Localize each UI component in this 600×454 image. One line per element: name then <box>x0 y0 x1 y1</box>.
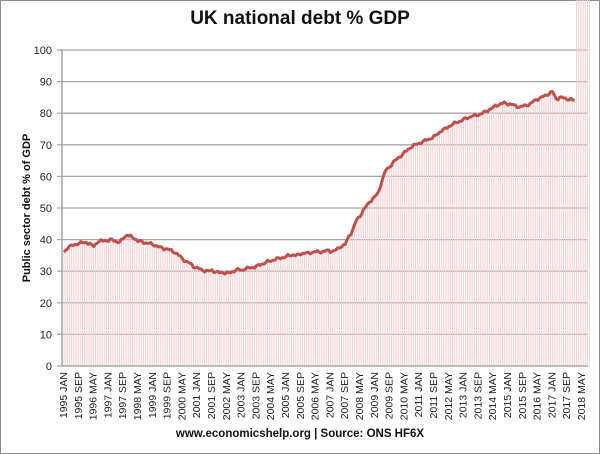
x-tick-label: 2004 MAY <box>265 372 277 420</box>
x-tick-label: 2002 MAY <box>221 372 233 420</box>
chart-title: UK national debt % GDP <box>190 8 410 29</box>
x-tick-label: 1996 MAY <box>88 372 100 420</box>
x-tick-label: 2011 SEP <box>428 372 440 419</box>
x-tick-label: 1999 SEP <box>162 372 174 419</box>
x-tick-label: 2014 MAY <box>487 372 499 420</box>
x-tick-label: 1997 JAN <box>102 372 114 418</box>
y-tick-label: 30 <box>40 266 52 278</box>
y-axis-ticks: 0 10 20 30 40 50 60 70 80 90 100 <box>34 45 62 373</box>
x-tick-label: 2001 JAN <box>191 372 203 418</box>
x-tick-label: 2006 MAY <box>310 372 322 420</box>
x-tick-label: 2017 SEP <box>561 372 573 419</box>
x-tick-label: 2007 JAN <box>324 372 336 418</box>
x-tick-label: 2013 JAN <box>458 372 470 418</box>
x-tick-label: 2011 JAN <box>413 372 425 417</box>
x-tick-label: 2005 JAN <box>280 372 292 418</box>
x-tick-label: 2003 JAN <box>236 372 248 418</box>
x-tick-label: 2017 JAN <box>546 372 558 418</box>
y-tick-label: 100 <box>34 45 52 57</box>
x-tick-label: 1998 MAY <box>132 372 144 420</box>
x-tick-label: 2018 MAY <box>576 372 588 420</box>
y-tick-label: 0 <box>46 361 52 373</box>
x-tick-label: 2015 JAN <box>502 372 514 418</box>
x-tick-label: 1997 SEP <box>117 372 129 419</box>
y-tick-label: 40 <box>40 235 52 247</box>
x-tick-label: 1995 SEP <box>73 372 85 419</box>
x-tick-label: 1999 JAN <box>147 372 159 418</box>
x-tick-label: 2003 SEP <box>250 372 262 419</box>
y-tick-label: 60 <box>40 171 52 183</box>
x-tick-label: 2009 SEP <box>384 372 396 419</box>
x-tick-label: 2013 SEP <box>472 372 484 419</box>
y-tick-label: 80 <box>40 108 52 120</box>
x-tick-label: 2012 MAY <box>443 372 455 420</box>
y-tick-label: 90 <box>40 77 52 89</box>
y-tick-label: 70 <box>40 140 52 152</box>
x-tick-label: 2005 SEP <box>295 372 307 419</box>
x-tick-label: 2009 JAN <box>369 372 381 418</box>
area-bars <box>63 0 590 366</box>
x-tick-label: 2001 SEP <box>206 372 218 419</box>
x-tick-label: 2000 MAY <box>176 372 188 420</box>
x-tick-label: 1995 JAN <box>58 372 70 418</box>
data-line <box>62 90 575 276</box>
x-tick-label: 2010 MAY <box>398 372 410 420</box>
x-axis-ticks: 1995 JAN 1995 SEP 1996 MAY 1997 JAN 1997 SEP… <box>58 372 588 420</box>
y-tick-label: 50 <box>40 203 52 215</box>
source-footer: www.economicshelp.org | Source: ONS HF6X <box>175 428 425 440</box>
x-tick-label: 2008 MAY <box>354 372 366 420</box>
x-tick-label: 2015 SEP <box>517 372 529 419</box>
y-tick-label: 10 <box>40 329 52 341</box>
x-tick-label: 2007 SEP <box>339 372 351 419</box>
y-tick-label: 20 <box>40 298 52 310</box>
x-tick-label: 2016 MAY <box>532 372 544 420</box>
